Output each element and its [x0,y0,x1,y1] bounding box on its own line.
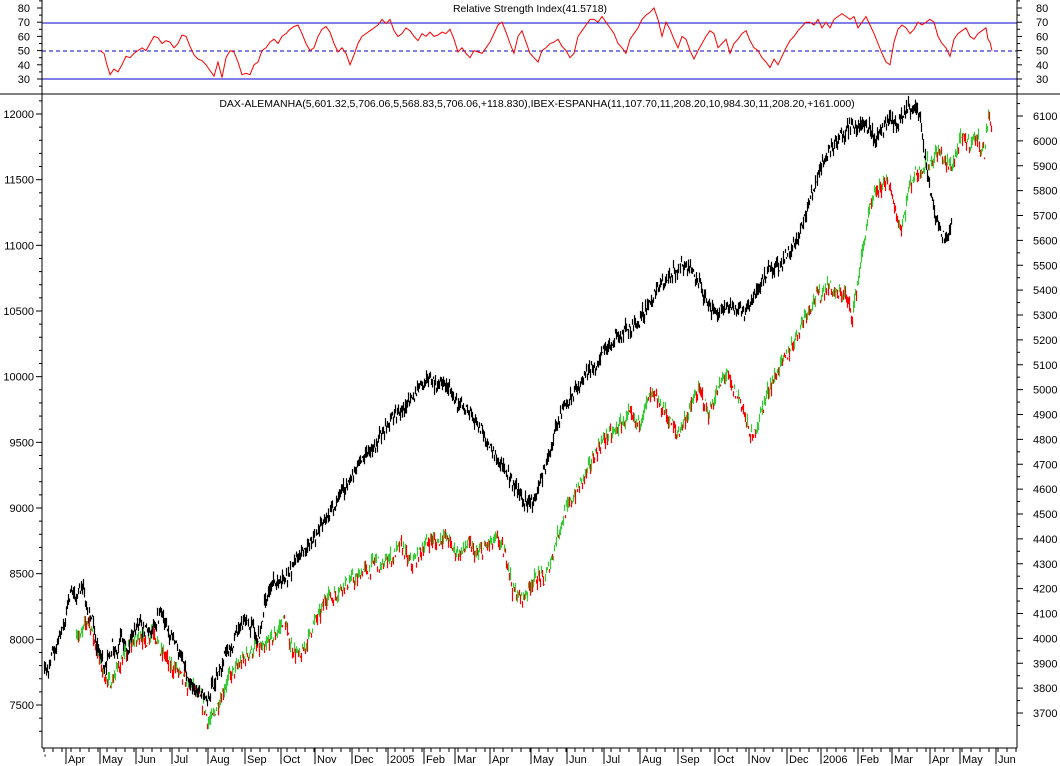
x-tick-label: May [533,754,554,766]
rsi-tick-label: 40 [18,60,30,72]
x-tick-label: May [102,754,123,766]
x-tick-label: Jun [998,754,1016,766]
right-tick-label: 5400 [1033,285,1057,297]
rsi-panel: Relative Strength Index(41.5718) 30 40 50 6… [18,0,1048,87]
x-tick-label: Feb [860,754,879,766]
right-tick-label: 5600 [1033,235,1057,247]
rsi-tick-label: 30 [18,74,30,86]
right-tick-label: 3900 [1033,658,1057,670]
rsi-tick-label: 30 [1036,74,1048,86]
x-tick-label: ' [44,753,46,765]
x-tick-label: Apr [68,754,85,766]
right-tick-label: 4100 [1033,609,1057,621]
x-tick-label: Mar [457,754,476,766]
x-tick-label: Apr [492,754,509,766]
left-tick-label: 8000 [10,634,34,646]
right-tick-label: 5200 [1033,335,1057,347]
rsi-tick-label: 60 [1036,31,1048,43]
x-tick-label: Mar [894,754,913,766]
right-tick-label: 4700 [1033,459,1057,471]
x-tick-label: Jul [606,754,620,766]
price-panel: DAX-ALEMANHA(5,601.32,5,706.06,5,568.83,… [3,95,1057,732]
right-tick-label: 6000 [1033,136,1057,148]
x-tick-label: 2006 [823,754,847,766]
right-tick-label: 4500 [1033,509,1057,521]
rsi-tick-label: 60 [18,31,30,43]
rsi-tick-label: 80 [18,3,30,15]
x-tick-label: Apr [932,754,949,766]
rsi-series [99,7,993,78]
right-price-axis: 3700 3800 3900 4000 4100 4200 4300 4400 4500 4600… [1017,103,1057,726]
left-tick-label: 11500 [4,175,34,187]
left-tick-label: 9000 [10,503,34,515]
right-tick-label: 4300 [1033,559,1057,571]
rsi-tick-label: 80 [1036,3,1048,15]
dax-series [75,109,993,730]
x-tick-label: Sep [247,754,267,766]
left-tick-label: 10000 [3,372,34,384]
right-tick-label: 3700 [1033,708,1057,720]
x-tick-label: Dec [789,754,809,766]
right-tick-label: 5100 [1033,360,1057,372]
right-tick-label: 4800 [1033,434,1057,446]
x-tick-label: Jun [138,754,156,766]
x-tick-label: Aug [642,754,662,766]
right-tick-label: 3800 [1033,683,1057,695]
left-tick-label: 9500 [10,437,34,449]
right-tick-label: 5500 [1033,260,1057,272]
x-tick-label: Jul [174,754,188,766]
right-tick-label: 4600 [1033,484,1057,496]
right-tick-label: 4200 [1033,584,1057,596]
right-tick-label: 5800 [1033,186,1057,198]
rsi-right-axis: 30 40 50 60 70 80 [1017,0,1048,87]
rsi-tick-label: 70 [18,17,30,29]
x-tick-label: 2005 [390,754,414,766]
x-tick-label: Aug [210,754,230,766]
x-tick-label: Oct [717,754,734,766]
x-tick-label: Nov [751,754,771,766]
x-tick-label: Sep [680,754,700,766]
right-tick-label: 4000 [1033,633,1057,645]
right-tick-label: 5900 [1033,161,1057,173]
rsi-tick-label: 40 [1036,60,1048,72]
x-tick-label: Oct [283,754,300,766]
right-tick-label: 5300 [1033,310,1057,322]
ibex-series [43,95,953,707]
left-tick-label: 12000 [3,109,34,121]
left-tick-label: 7500 [10,700,34,712]
rsi-tick-label: 70 [1036,17,1048,29]
price-title: DAX-ALEMANHA(5,601.32,5,706.06,5,568.83,… [219,98,854,110]
x-tick-label: Jun [569,754,587,766]
left-tick-label: 11000 [4,240,34,252]
right-tick-label: 4900 [1033,410,1057,422]
rsi-tick-label: 50 [1036,46,1048,58]
x-tick-label: Nov [317,754,337,766]
rsi-tick-label: 50 [18,46,30,58]
right-tick-label: 5700 [1033,211,1057,223]
x-tick-label: Dec [354,754,374,766]
right-tick-label: 5000 [1033,385,1057,397]
left-tick-label: 10500 [3,306,34,318]
left-tick-label: 8500 [10,569,34,581]
rsi-left-axis: 30 40 50 60 70 80 [18,0,42,87]
right-tick-label: 4400 [1033,534,1057,546]
left-price-axis: 7500 8000 8500 9000 9500 10000 10500 11000 11500… [3,100,42,732]
right-tick-label: 6100 [1033,111,1057,123]
time-axis: ' Apr May Jun Jul Aug Sep Oct Nov Dec 2005 Feb Mar Ap… [43,748,1017,766]
rsi-title: Relative Strength Index(41.5718) [453,3,607,15]
x-tick-label: Feb [426,754,445,766]
x-tick-label: May [962,754,983,766]
